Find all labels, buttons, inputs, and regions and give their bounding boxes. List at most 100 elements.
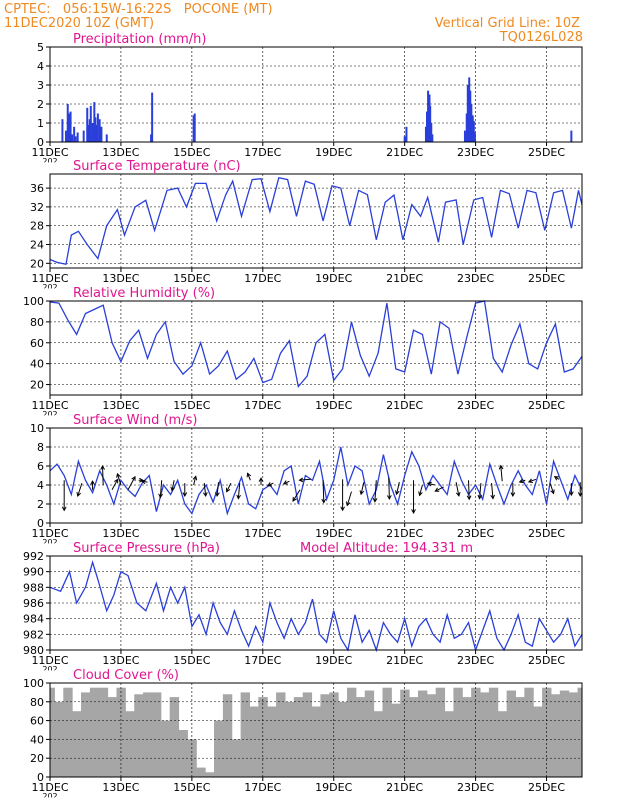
precip-bar	[87, 124, 90, 142]
precip-bar	[76, 132, 79, 142]
panel-wind: 0 2 4 6 8 10 11DEC 13DEC 15DEC 17DEC 19DEC 21DEC 23D…	[30, 413, 583, 547]
precip-bar	[150, 134, 153, 142]
wind-arrow-shaft	[216, 482, 219, 496]
y-tick-label: 40	[30, 733, 44, 746]
y-tick-label: 982	[23, 628, 44, 641]
wind-arrow	[182, 483, 188, 498]
y-tick-label: 100	[23, 677, 44, 690]
wind-arrow-head	[386, 495, 392, 500]
cloud-bar	[577, 687, 583, 777]
cloud-bar	[550, 694, 561, 777]
y-tick-label: 32	[30, 201, 44, 214]
precip-bar	[192, 115, 195, 142]
precip-bar	[94, 117, 97, 142]
cloud-bar	[50, 687, 55, 777]
x-tick-label: 13DEC	[102, 272, 139, 285]
wind-arrow	[116, 472, 122, 486]
wind-arrow	[282, 480, 290, 485]
y-tick-label: 3	[37, 79, 44, 92]
wind-arrow	[258, 477, 264, 485]
wind-arrow-head	[434, 487, 440, 492]
wind-arrow-head	[553, 476, 559, 481]
wind-arrow-head	[321, 498, 327, 504]
cloud-bar	[81, 692, 91, 777]
y-tick-label: 2	[37, 98, 44, 111]
pressure-line	[49, 560, 583, 653]
x-year-stub: 202	[42, 283, 57, 292]
cloud-bar	[63, 687, 73, 777]
precip-bar	[405, 126, 408, 142]
x-tick-label: 21DEC	[386, 527, 423, 540]
wind-arrow-head	[215, 492, 220, 497]
wind-arrow	[386, 477, 392, 500]
precip-bar	[430, 123, 433, 142]
wind-arrow-shaft	[111, 479, 119, 490]
wind-arrow-shaft	[127, 476, 136, 490]
precip-bar	[61, 119, 64, 142]
y-tick-label: 0	[37, 517, 44, 530]
cloud-bar	[568, 692, 579, 777]
precip-bar	[403, 136, 406, 142]
precip-bar	[466, 85, 469, 142]
y-tick-label: 0	[37, 136, 44, 149]
cloud-bar	[417, 690, 428, 777]
cloud-bar	[329, 692, 339, 777]
wind-arrow-shaft	[388, 477, 390, 499]
x-tick-label: 19DEC	[315, 146, 352, 159]
x-tick-label: 23DEC	[457, 781, 494, 794]
x-year-stub: 202	[42, 157, 57, 166]
y-tick-label: 40	[30, 358, 44, 371]
wind-arrow	[490, 483, 496, 500]
wind-arrow	[321, 480, 327, 504]
wind-arrow-shaft	[360, 482, 365, 495]
y-tick-label: 980	[23, 644, 44, 657]
cloud-bar	[143, 692, 153, 777]
wind-arrow-shaft	[435, 486, 444, 492]
x-tick-label: 17DEC	[244, 146, 281, 159]
cloud-bar	[426, 694, 437, 777]
precip-bar	[89, 105, 92, 142]
wind-arrow-shaft	[500, 465, 503, 482]
x-tick-label: 11DEC	[31, 272, 68, 285]
wind-arrow-head	[490, 494, 496, 500]
wind-arrow-head	[76, 491, 81, 497]
y-tick-label: 988	[23, 581, 44, 594]
cloud-bar	[240, 692, 250, 777]
cloud-bar	[391, 703, 401, 777]
precip-bar	[68, 113, 71, 142]
x-tick-label: 21DEC	[386, 399, 423, 412]
precip-bar	[471, 115, 474, 142]
x-tick-label: 25DEC	[528, 399, 565, 412]
wind-arrow-head	[298, 477, 304, 483]
cloud-bar	[515, 697, 525, 777]
y-tick-label: 0	[37, 771, 44, 784]
wind-arrow-shaft	[346, 491, 352, 506]
x-tick-label: 13DEC	[102, 146, 139, 159]
wind-arrow-head	[518, 478, 524, 484]
cloud-bar	[488, 687, 499, 777]
x-tick-label: 13DEC	[102, 399, 139, 412]
wind-arrow-shaft	[77, 482, 83, 497]
cloud-bar	[355, 697, 366, 777]
wind-arrow	[127, 475, 136, 490]
cloud-bar	[533, 706, 543, 777]
wind-arrow	[140, 479, 148, 485]
y-tick-label: 20	[30, 257, 44, 270]
wind-arrow-shaft	[468, 480, 470, 500]
panel-temp: 20 24 28 32 36 11DEC 13DEC 15DEC 17DEC 19DEC 21DEC…	[30, 159, 583, 292]
wind-arrow	[340, 479, 345, 512]
y-tick-label: 5	[37, 41, 44, 54]
wind-arrow-shaft	[491, 483, 494, 499]
y-tick-label: 990	[23, 566, 44, 579]
panel-rh: 20 40 60 80 100 11DEC 13DEC 15DEC 17DEC 19DEC 21DE…	[23, 286, 583, 419]
wind-arrow-head	[139, 477, 144, 483]
x-tick-label: 25DEC	[528, 146, 565, 159]
x-tick-label: 15DEC	[173, 146, 210, 159]
precip-bar	[463, 130, 466, 142]
cloud-bar	[462, 697, 472, 777]
panel-frame	[49, 173, 583, 269]
cloud-bar	[276, 692, 286, 777]
wind-arrow-head	[182, 492, 188, 498]
precip-bar	[73, 126, 76, 142]
y-tick-label: 4	[37, 479, 44, 492]
